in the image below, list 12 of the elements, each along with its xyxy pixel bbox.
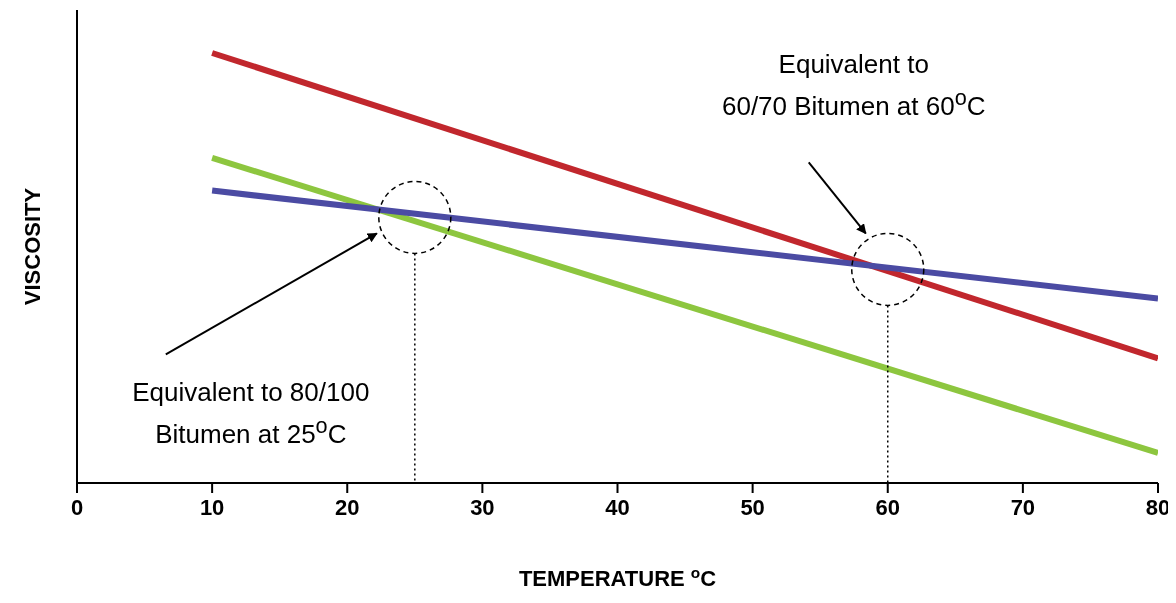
x-tick-label: 70 xyxy=(1010,494,1036,520)
x-tick-label: 50 xyxy=(740,494,765,520)
x-tick-label: 10 xyxy=(199,494,225,520)
annotation: Equivalent to 80/100 Bitumen at 25$^{o}$C xyxy=(131,376,371,452)
annotation: Equivalent to 60/70 Bitumen at 60$^{o}$C xyxy=(720,48,987,124)
x-tick-label: 0 xyxy=(70,494,84,520)
x-tick-label: 60 xyxy=(875,494,900,520)
x-axis-title: TEMPERATURE $^{o}$C xyxy=(518,563,717,591)
x-tick-label: 40 xyxy=(605,494,630,520)
x-tick-label: 20 xyxy=(335,494,360,520)
x-tick-label: 30 xyxy=(470,494,495,520)
y-axis-title: VISCOSITY xyxy=(20,187,45,306)
